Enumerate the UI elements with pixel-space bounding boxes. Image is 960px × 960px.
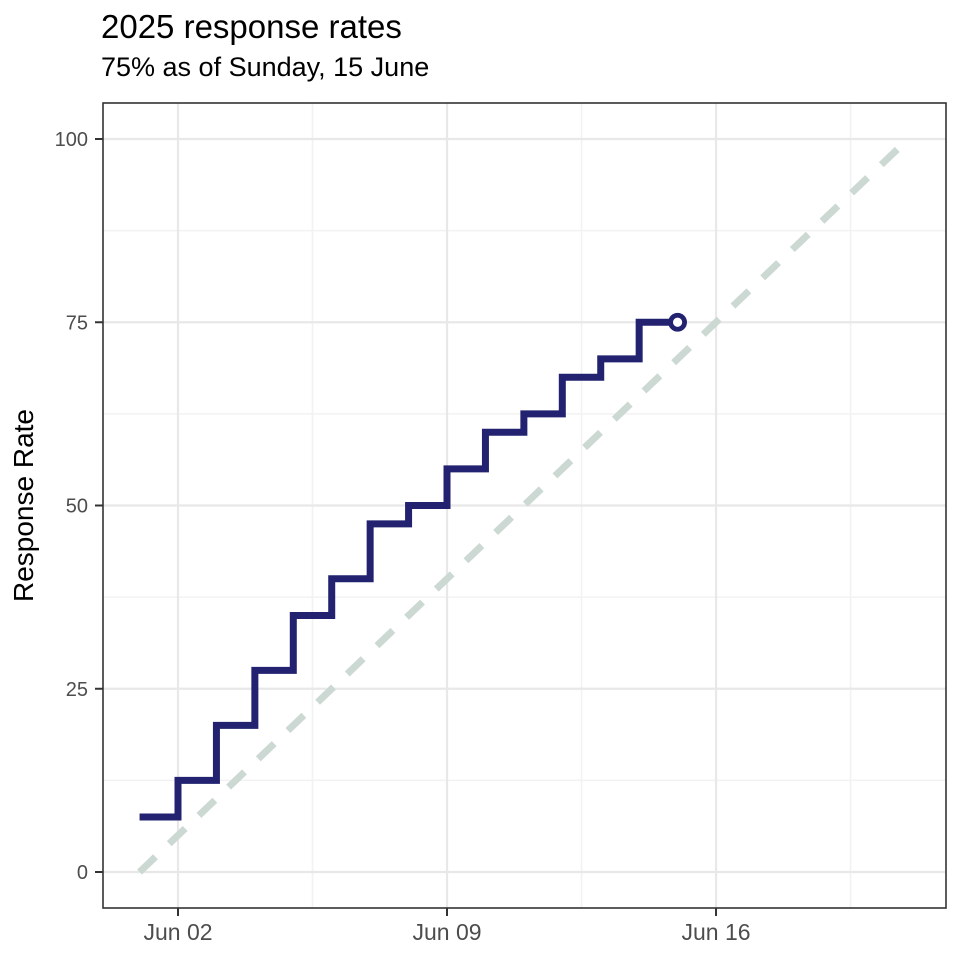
y-axis-tick-label: 25 [66,679,88,701]
chart-title: 2025 response rates [101,8,402,45]
target-pace-dashed-line [137,136,911,875]
y-axis-tick-label: 50 [66,496,88,518]
y-axis-tick-label: 100 [55,129,88,151]
y-axis-tick-label: 0 [77,862,88,884]
response-rate-step-line [139,318,678,821]
latest-point-marker [668,312,687,332]
chart-subtitle: 75% as of Sunday, 15 June [101,52,430,82]
y-axis-tick-label: 75 [66,312,88,334]
y-axis-title: Response Rate [8,409,39,602]
x-axis-tick-label: Jun 02 [143,919,212,945]
x-axis-tick-label: Jun 09 [412,919,481,945]
x-axis-tick-label: Jun 16 [681,919,750,945]
